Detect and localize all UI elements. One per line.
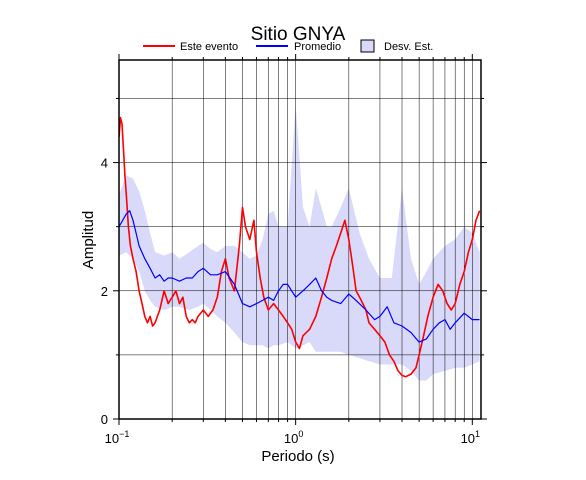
x-tick-label: 100: [284, 429, 303, 446]
x-tick-label: 10−1: [105, 429, 130, 446]
legend-swatch-box: [360, 39, 375, 53]
x-axis-ticks: 10−1 100 101: [105, 54, 480, 446]
y-tick-label: 2: [101, 284, 108, 299]
legend-label: Este evento: [180, 41, 238, 53]
chart-title: Sitio GNYA: [251, 24, 346, 45]
series-layer: [119, 116, 481, 378]
series-line-event: [119, 116, 481, 378]
y-tick-label: 0: [101, 412, 108, 427]
x-tick-label: 101: [461, 429, 480, 446]
legend-label: Promedio: [294, 41, 341, 53]
series-line-mean: [119, 210, 480, 343]
legend: Este evento Promedio Desv. Est.: [143, 39, 433, 53]
plot-frame: [118, 59, 482, 420]
legend-label: Desv. Est.: [384, 41, 433, 53]
y-axis-ticks: 0 2 4: [101, 97, 487, 427]
y-axis-label: Amplitud: [80, 211, 97, 269]
plot-area: 10−1 100 101 0 2 4: [101, 54, 487, 446]
x-axis-label: Periodo (s): [261, 448, 334, 465]
grid: [119, 60, 481, 419]
y-tick-label: 4: [101, 156, 108, 171]
